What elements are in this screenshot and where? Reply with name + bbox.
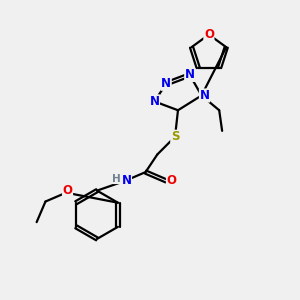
Text: O: O — [204, 28, 214, 41]
Text: N: N — [185, 68, 195, 81]
Text: O: O — [63, 184, 73, 197]
Text: N: N — [161, 77, 171, 90]
Text: N: N — [200, 89, 209, 102]
Text: O: O — [167, 174, 176, 188]
Text: N: N — [122, 174, 131, 187]
Text: H: H — [112, 174, 121, 184]
Text: S: S — [171, 130, 179, 143]
Text: N: N — [149, 95, 159, 108]
